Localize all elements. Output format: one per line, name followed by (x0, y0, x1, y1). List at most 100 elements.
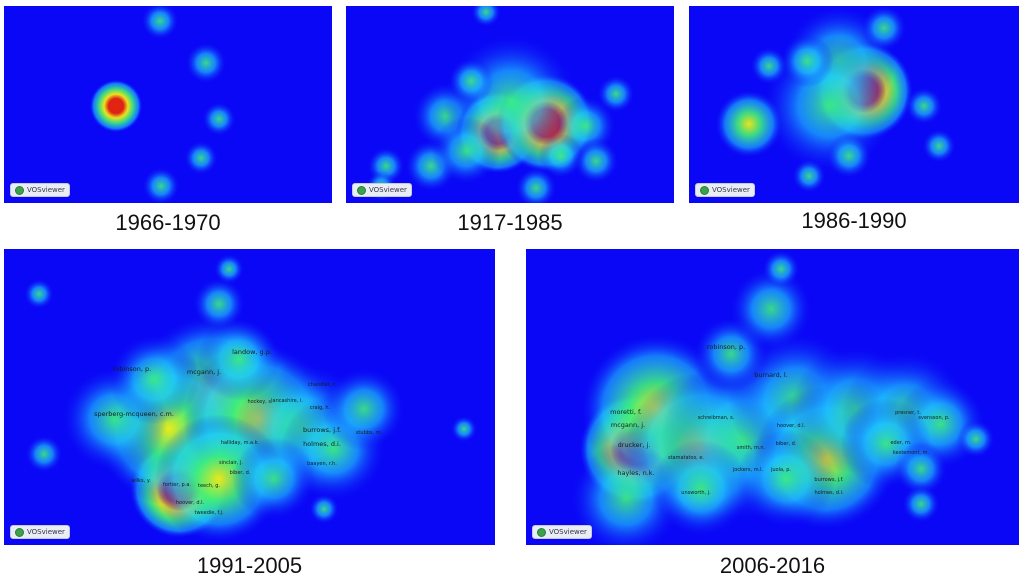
author-label: presner, t. (895, 410, 921, 416)
author-labels: robinson, p. sperberg-mcqueen, c.m. landow… (94, 348, 382, 516)
density-blobs (569, 250, 995, 545)
author-label: moretti, f. (610, 408, 642, 416)
density-blob (729, 267, 813, 351)
author-label: teech, g. (198, 483, 220, 489)
badge-text: VOSviewer (27, 528, 65, 536)
density-blob (791, 158, 827, 194)
author-labels: robinson, p. burnard, l. moretti, f. mcgann… (610, 343, 950, 496)
author-label: unsworth, j. (681, 490, 711, 496)
author-label: schreibman, s. (698, 415, 735, 421)
density-plot: robinson, p. burnard, l. moretti, f. mcgann… (569, 250, 995, 545)
density-blob (714, 89, 784, 159)
density-blobs (365, 6, 635, 203)
density-blob (861, 6, 907, 51)
vosviewer-logo-icon (700, 185, 709, 195)
density-blob (232, 437, 316, 521)
density-blob (23, 278, 55, 310)
density-blob (142, 167, 180, 203)
vosviewer-logo-icon (15, 527, 24, 537)
density-blobs (89, 6, 237, 203)
density-blob (573, 138, 619, 184)
author-label: stamatatos, e. (668, 455, 704, 461)
density-blob (213, 253, 245, 285)
author-label: fortier, p.a. (163, 482, 191, 488)
density-blob (651, 439, 751, 539)
author-label: hoover, d.l. (777, 423, 806, 429)
density-blob (957, 420, 995, 458)
vosviewer-badge: VOSviewer (10, 525, 70, 539)
vosviewer-badge: VOSviewer (352, 183, 412, 197)
author-label: burnard, l. (754, 371, 788, 379)
author-label: smith, m.n. (737, 445, 766, 451)
author-label: sperberg-mcqueen, c.m. (94, 410, 174, 418)
author-label: mcgann, j. (611, 421, 645, 429)
density-plot (714, 6, 957, 194)
author-label: jockers, m.l. (732, 467, 764, 473)
density-blob (183, 140, 219, 176)
author-label: drucker, j. (618, 441, 651, 449)
author-label: hoover, d.l. (176, 500, 205, 506)
badge-text: VOSviewer (712, 186, 750, 194)
density-blob (450, 415, 478, 443)
author-label: holmes, d.i. (303, 440, 341, 448)
density-blob (141, 6, 179, 40)
density-plot: robinson, p. sperberg-mcqueen, c.m. landow… (23, 253, 478, 544)
author-label: robinson, p. (113, 365, 151, 373)
density-blob (185, 42, 227, 84)
author-label: kestemont, m. (893, 450, 930, 456)
author-label: tweedie, f.j. (195, 510, 224, 516)
density-blob (448, 58, 494, 104)
vosviewer-logo-icon (537, 527, 546, 537)
density-blob (470, 6, 502, 28)
density-blob (201, 101, 237, 137)
density-blob (25, 435, 63, 473)
density-map-1991-2005: robinson, p. sperberg-mcqueen, c.m. landow… (4, 249, 495, 545)
author-label: svensson, p. (918, 415, 950, 421)
density-blob (197, 317, 281, 401)
vosviewer-badge: VOSviewer (695, 183, 755, 197)
author-label: hockey, s. (247, 399, 273, 405)
caption-1991-2005: 1991-2005 (196, 553, 303, 578)
density-blob (108, 333, 200, 425)
author-label: burrows, j.f. (814, 477, 844, 483)
badge-text: VOSviewer (369, 186, 407, 194)
author-label: chandler, r. (308, 382, 337, 388)
vosviewer-logo-icon (357, 185, 366, 195)
author-label: baayen, r.h. (307, 461, 337, 467)
density-blob (894, 442, 948, 496)
badge-text: VOSviewer (549, 528, 587, 536)
author-label: halliday, m.a.k. (221, 440, 260, 446)
density-blob (308, 493, 340, 525)
caption-1966-1970: 1966-1970 (115, 210, 221, 235)
density-blob (736, 429, 836, 529)
caption-2006-2016: 2006-2016 (719, 553, 826, 578)
density-blobs (714, 6, 957, 194)
density-map-1986-1990: VOSviewer (689, 6, 1019, 203)
density-blobs (23, 253, 478, 544)
density-blob (569, 442, 683, 545)
author-label: landow, g.p. (232, 348, 272, 356)
density-blob (750, 47, 788, 85)
density-blob (762, 250, 800, 288)
author-label: juola, p. (770, 467, 791, 473)
density-blob (538, 133, 584, 179)
density-plot (365, 6, 635, 203)
author-label: eder, m. (890, 440, 911, 446)
author-label: mcgann, j. (187, 368, 221, 376)
author-label: wilks, y. (131, 478, 151, 484)
author-label: robinson, p. (707, 343, 745, 351)
density-blob (192, 277, 246, 331)
caption-1986-1990: 1986-1990 (801, 208, 907, 233)
caption-1917-1985: 1917-1985 (457, 210, 563, 235)
vosviewer-badge: VOSviewer (10, 183, 70, 197)
density-blob (597, 75, 635, 113)
author-label: sinclair, j. (219, 460, 243, 466)
density-blob (322, 367, 406, 451)
density-blob (515, 167, 557, 203)
author-label: stubbs, m. (356, 430, 383, 436)
author-label: biber, d. (776, 441, 797, 447)
density-map-2006-2016: robinson, p. burnard, l. moretti, f. mcgann… (526, 249, 1019, 545)
density-blob (89, 79, 143, 133)
vosviewer-badge: VOSviewer (532, 525, 592, 539)
badge-text: VOSviewer (27, 186, 65, 194)
